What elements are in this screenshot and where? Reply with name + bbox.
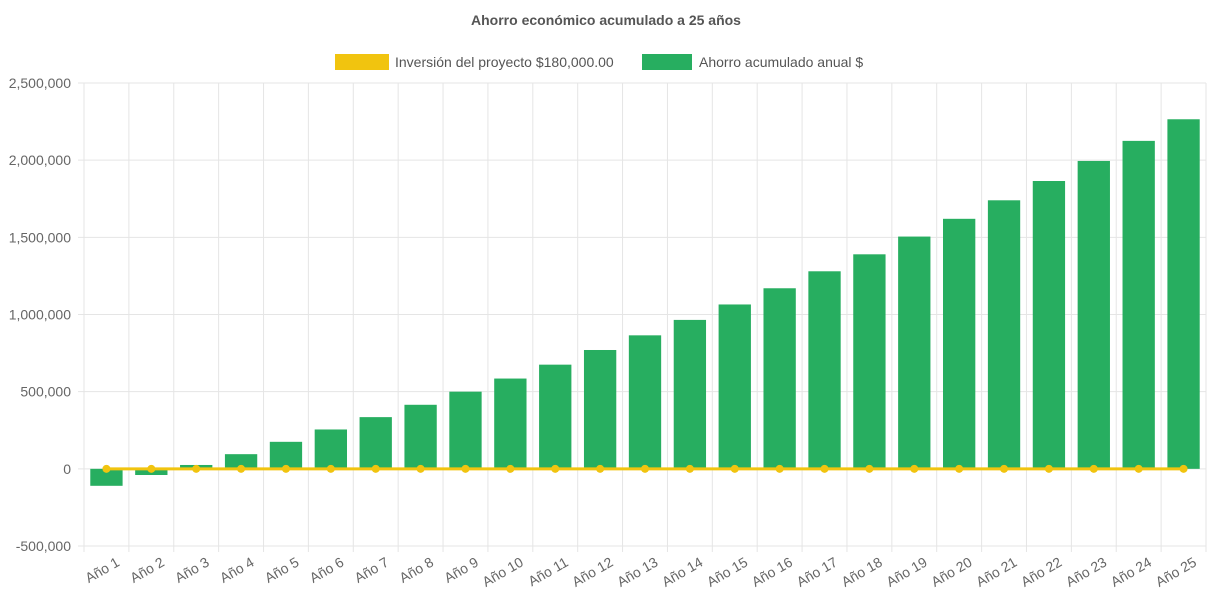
x-tick-label: Año 13 [614, 554, 661, 590]
x-tick-label: Año 14 [659, 554, 706, 590]
y-tick-label: 2,000,000 [9, 152, 71, 168]
investment-point-8[interactable] [416, 464, 425, 473]
investment-point-25[interactable] [1179, 464, 1188, 473]
y-axis: 2,500,000 2,000,000 1,500,000 1,000,000 500,… [9, 75, 72, 554]
x-tick-label: Año 22 [1018, 554, 1065, 590]
chart-title: Ahorro económico acumulado a 25 años [471, 12, 741, 28]
bar-16[interactable] [763, 288, 796, 469]
x-tick-label: Año 5 [262, 554, 302, 586]
bar-20[interactable] [943, 218, 976, 469]
x-tick-label: Año 3 [172, 554, 212, 586]
x-tick-label: Año 4 [217, 554, 257, 586]
bar-4[interactable] [224, 454, 258, 469]
bar-13[interactable] [628, 335, 662, 469]
investment-point-12[interactable] [596, 464, 605, 473]
investment-point-19[interactable] [910, 464, 919, 473]
investment-point-11[interactable] [551, 464, 560, 473]
bar-8[interactable] [404, 404, 437, 469]
bar-25[interactable] [1167, 119, 1200, 469]
bar-18[interactable] [853, 254, 886, 469]
bar-19[interactable] [898, 236, 931, 469]
investment-point-24[interactable] [1134, 464, 1143, 473]
investment-point-10[interactable] [506, 464, 515, 473]
bar-7[interactable] [359, 417, 392, 469]
bar-14[interactable] [673, 319, 707, 469]
investment-point-15[interactable] [730, 464, 739, 473]
investment-point-14[interactable] [685, 464, 694, 473]
y-tick-label: 1,000,000 [9, 307, 71, 323]
investment-point-13[interactable] [641, 464, 649, 473]
investment-point-18[interactable] [865, 464, 874, 473]
x-tick-label: Año 6 [307, 554, 347, 586]
x-tick-label: Año 2 [127, 554, 167, 586]
x-tick-label: Año 1 [82, 554, 122, 586]
bar-24[interactable] [1122, 140, 1155, 469]
x-tick-label: Año 17 [794, 554, 841, 590]
x-tick-label: Año 16 [749, 554, 796, 590]
investment-point-3[interactable] [192, 464, 201, 473]
investment-point-21[interactable] [1000, 464, 1009, 473]
x-tick-label: Año 23 [1063, 554, 1110, 590]
x-tick-label: Año 18 [838, 554, 885, 590]
x-axis: Año 1 Año 2 Año 3 Año 4 Año 5 Año 6 Año 7 Año 8… [82, 554, 1199, 590]
bar-1[interactable] [90, 468, 123, 486]
investment-point-1[interactable] [102, 464, 111, 473]
y-tick-label: -500,000 [16, 538, 71, 554]
investment-point-17[interactable] [820, 464, 829, 473]
y-tick-label: 1,500,000 [9, 229, 71, 245]
x-tick-label: Año 25 [1153, 554, 1200, 590]
investment-point-6[interactable] [326, 464, 335, 473]
x-tick-label: Año 24 [1108, 554, 1155, 590]
x-tick-label: Año 12 [569, 554, 616, 590]
investment-point-23[interactable] [1089, 464, 1098, 473]
y-tick-label: 500,000 [20, 384, 71, 400]
legend-label-savings[interactable]: Ahorro acumulado anual $ [699, 54, 863, 70]
x-tick-label: Año 11 [525, 554, 571, 590]
bar-15[interactable] [718, 304, 751, 469]
investment-point-22[interactable] [1044, 464, 1053, 473]
investment-point-20[interactable] [955, 464, 964, 473]
bar-9[interactable] [449, 391, 482, 469]
bar-23[interactable] [1077, 160, 1110, 469]
bar-12[interactable] [583, 349, 617, 469]
investment-point-7[interactable] [371, 464, 380, 473]
legend: Inversión del proyecto $180,000.00 Ahorr… [335, 54, 863, 70]
investment-point-2[interactable] [147, 464, 156, 473]
line-series [102, 464, 1188, 473]
x-tick-label: Año 9 [441, 554, 481, 586]
bar-21[interactable] [987, 200, 1021, 469]
x-tick-label: Año 21 [973, 554, 1020, 590]
x-tick-label: Año 7 [352, 554, 392, 586]
bar-17[interactable] [808, 271, 841, 469]
x-tick-label: Año 15 [704, 554, 751, 590]
x-tick-label: Año 19 [883, 554, 930, 590]
bar-6[interactable] [314, 429, 347, 469]
x-tick-label: Año 20 [928, 554, 975, 590]
bar-11[interactable] [539, 364, 572, 469]
legend-swatch-savings[interactable] [642, 54, 692, 70]
legend-swatch-investment[interactable] [335, 54, 389, 70]
bar-22[interactable] [1032, 181, 1066, 469]
legend-label-investment[interactable]: Inversión del proyecto $180,000.00 [395, 54, 614, 70]
x-tick-label: Año 8 [396, 554, 436, 586]
bar-series [90, 119, 1200, 486]
x-tick-label: Año 10 [479, 554, 526, 590]
y-tick-label: 2,500,000 [9, 75, 71, 91]
investment-point-4[interactable] [237, 464, 246, 473]
investment-point-16[interactable] [775, 464, 784, 473]
bar-5[interactable] [269, 441, 303, 469]
investment-point-9[interactable] [461, 464, 470, 473]
y-tick-label: 0 [63, 461, 71, 477]
bar-10[interactable] [494, 378, 527, 469]
investment-point-5[interactable] [281, 464, 290, 473]
